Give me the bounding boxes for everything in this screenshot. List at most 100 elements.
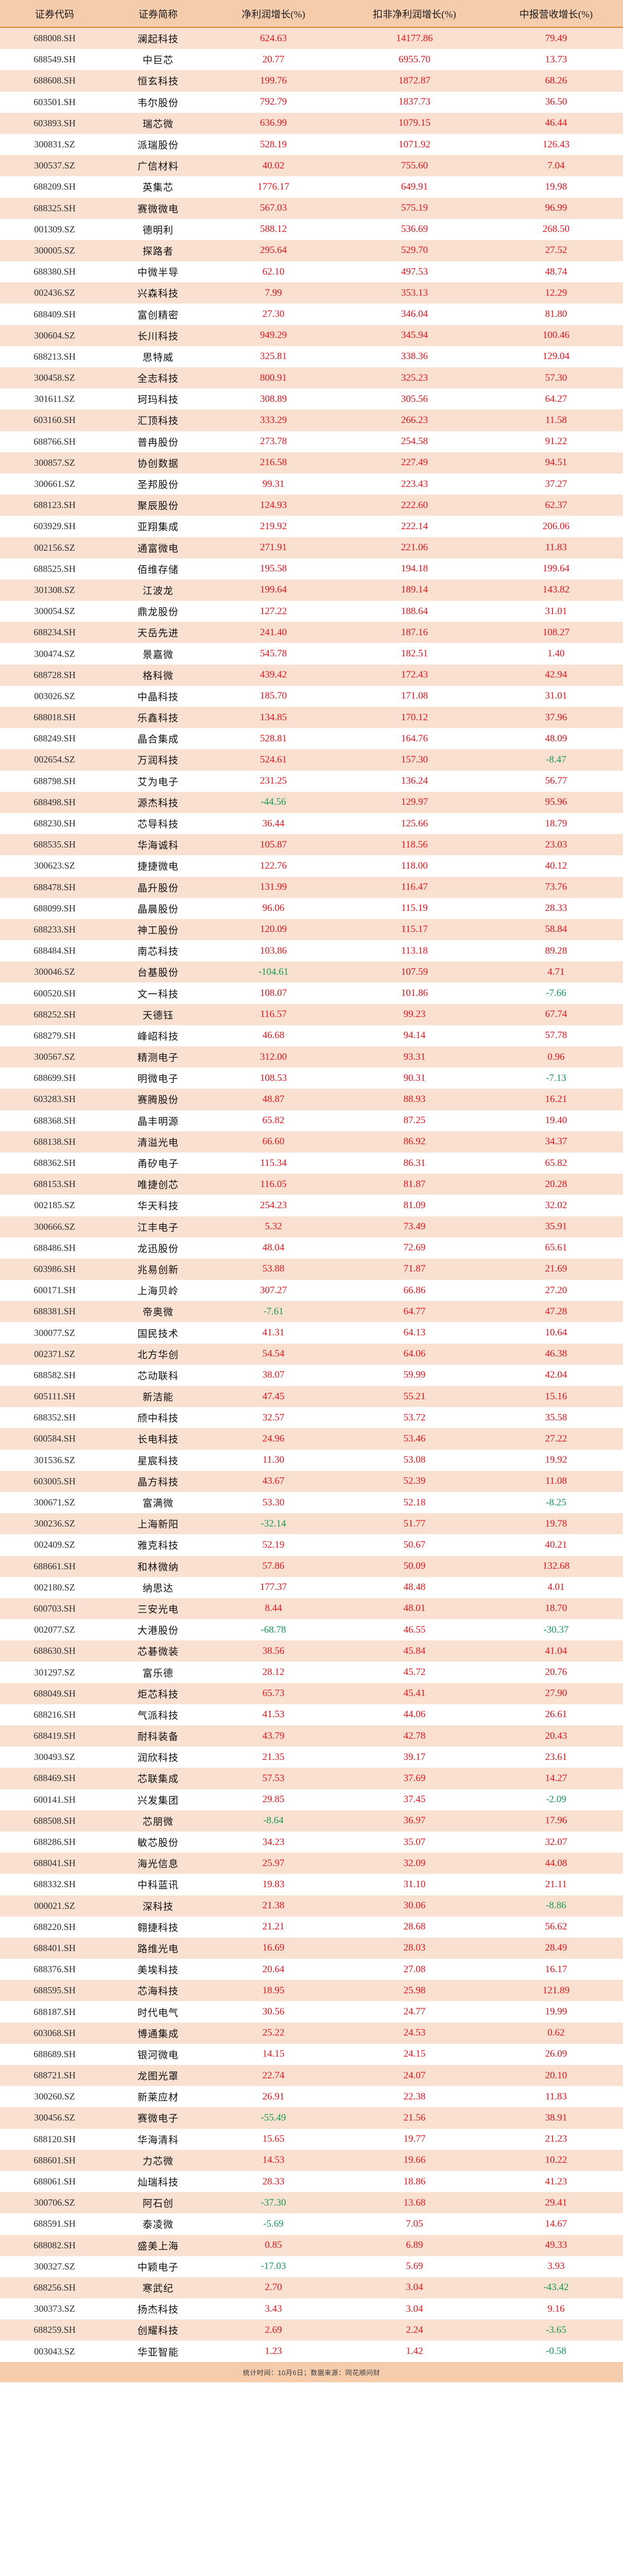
table-row: 688401.SH 路维光电 16.69 28.03 28.49	[0, 1937, 623, 1959]
cell-deducted-net-profit-growth: 1872.87	[399, 75, 430, 86]
cell-security-code: 002371.SZ	[34, 1348, 75, 1359]
cell-deducted-net-profit-growth: 101.86	[401, 988, 428, 999]
cell-net-profit-growth: -44.56	[261, 796, 286, 808]
table-row: 600584.SH 长电科技 24.96 53.46 27.22	[0, 1428, 623, 1450]
cell-deducted-net-profit-growth: 28.03	[403, 1942, 426, 1954]
table-row: 688216.SH 气派科技 41.53 44.06 26.61	[0, 1704, 623, 1725]
cell-deducted-net-profit-growth: 24.15	[403, 2048, 426, 2060]
cell-security-code: 300458.SZ	[34, 372, 75, 383]
table-row: 300666.SZ 江丰电子 5.32 73.49 35.91	[0, 1216, 623, 1238]
table-row: 300236.SZ 上海新阳 -32.14 51.77 19.78	[0, 1513, 623, 1535]
table-row: 688380.SH 中微半导 62.10 497.53 48.74	[0, 261, 623, 283]
table-row: 688419.SH 耐科装备 43.79 42.78 20.43	[0, 1725, 623, 1747]
cell-security-code: 300373.SZ	[34, 2303, 75, 2314]
cell-net-profit-growth: 185.70	[259, 690, 287, 702]
cell-security-name: 天岳先进	[137, 628, 179, 639]
cell-security-name: 北方华创	[137, 1349, 179, 1361]
cell-net-profit-growth: 0.85	[265, 2240, 282, 2251]
table-row: 603283.SH 赛腾股份 48.87 88.93 16.21	[0, 1089, 623, 1110]
cell-security-code: 300005.SZ	[34, 245, 75, 256]
cell-net-profit-growth: 28.12	[262, 1667, 285, 1678]
cell-net-profit-growth: 25.22	[262, 2027, 285, 2039]
cell-security-code: 001309.SZ	[34, 224, 75, 234]
column-header-name: 证券简称	[138, 9, 178, 20]
cell-security-name: 万润科技	[137, 755, 179, 767]
cell-revenue-growth: -30.37	[543, 1624, 569, 1635]
cell-deducted-net-profit-growth: 45.41	[403, 1688, 426, 1699]
cell-deducted-net-profit-growth: 45.72	[403, 1667, 426, 1678]
table-row: 688766.SH 普冉股份 273.78 254.58 91.22	[0, 431, 623, 452]
cell-net-profit-growth: 528.19	[259, 139, 287, 150]
cell-deducted-net-profit-growth: 37.45	[403, 1794, 426, 1805]
cell-security-name: 乐鑫科技	[137, 713, 179, 724]
cell-revenue-growth: 19.40	[545, 1115, 567, 1126]
cell-revenue-growth: 34.37	[545, 1136, 567, 1147]
cell-revenue-growth: 27.22	[545, 1433, 567, 1444]
cell-revenue-growth: 21.23	[545, 2133, 567, 2145]
cell-security-code: 688595.SH	[33, 1985, 76, 1996]
cell-revenue-growth: -8.47	[546, 754, 566, 765]
cell-security-code: 300537.SZ	[34, 160, 75, 171]
table-row: 300005.SZ 探路者 295.64 529.70 27.52	[0, 240, 623, 262]
cell-revenue-growth: 21.69	[545, 1263, 567, 1275]
cell-security-name: 通富微电	[137, 543, 179, 554]
cell-revenue-growth: 91.22	[545, 436, 567, 447]
cell-net-profit-growth: 195.58	[259, 563, 287, 574]
cell-net-profit-growth: 7.99	[265, 287, 282, 298]
cell-security-name: 源杰科技	[137, 798, 179, 809]
cell-net-profit-growth: 28.33	[262, 2176, 285, 2187]
cell-revenue-growth: 56.62	[545, 1921, 567, 1933]
cell-revenue-growth: 11.58	[545, 414, 567, 426]
cell-security-code: 600141.SH	[33, 1794, 76, 1805]
cell-revenue-growth: -2.09	[546, 1794, 566, 1805]
table-row: 688138.SH 清溢光电 66.60 86.92 34.37	[0, 1131, 623, 1153]
table-row: 301536.SZ 星宸科技 11.30 53.08 19.92	[0, 1449, 623, 1471]
cell-deducted-net-profit-growth: 170.12	[401, 711, 428, 723]
cell-deducted-net-profit-growth: 172.43	[401, 669, 428, 681]
cell-deducted-net-profit-growth: 3.04	[406, 2282, 423, 2293]
cell-deducted-net-profit-growth: 71.87	[403, 1263, 426, 1275]
cell-net-profit-growth: -68.78	[261, 1624, 286, 1635]
cell-deducted-net-profit-growth: 81.09	[403, 1199, 426, 1211]
table-row: 003043.SZ 华亚智能 1.23 1.42 -0.58	[0, 2341, 623, 2362]
cell-net-profit-growth: 241.40	[259, 626, 287, 638]
cell-revenue-growth: 40.12	[545, 860, 567, 871]
cell-revenue-growth: 126.43	[542, 139, 570, 150]
cell-security-name: 晶晨股份	[137, 904, 179, 915]
cell-security-name: 银河微电	[137, 2049, 179, 2061]
cell-deducted-net-profit-growth: 6955.70	[399, 54, 430, 65]
cell-net-profit-growth: 47.45	[262, 1391, 285, 1402]
cell-net-profit-growth: 800.91	[259, 372, 287, 383]
cell-security-name: 清溢光电	[137, 1137, 179, 1148]
table-row: 688233.SH 神工股份 120.09 115.17 58.84	[0, 919, 623, 941]
cell-revenue-growth: 26.09	[545, 2048, 567, 2060]
cell-security-code: 300666.SZ	[34, 1221, 75, 1232]
cell-deducted-net-profit-growth: 52.18	[403, 1497, 426, 1508]
cell-deducted-net-profit-growth: 55.21	[403, 1391, 426, 1402]
table-row: 688689.SH 银河微电 14.15 24.15 26.09	[0, 2043, 623, 2065]
cell-revenue-growth: 41.23	[545, 2176, 567, 2187]
cell-revenue-growth: 56.77	[545, 775, 567, 787]
cell-revenue-growth: 89.28	[545, 945, 567, 956]
cell-net-profit-growth: 116.05	[260, 1178, 287, 1190]
cell-net-profit-growth: 48.04	[262, 1242, 285, 1253]
cell-security-code: 688332.SH	[33, 1879, 76, 1890]
cell-deducted-net-profit-growth: 189.14	[401, 584, 428, 596]
cell-deducted-net-profit-growth: 115.17	[401, 924, 428, 935]
cell-security-code: 688256.SH	[33, 2282, 76, 2293]
cell-security-name: 韦尔股份	[137, 97, 179, 109]
cell-security-code: 300077.SZ	[34, 1327, 75, 1338]
cell-security-name: 上海贝岭	[137, 1286, 179, 1297]
cell-deducted-net-profit-growth: 25.98	[403, 1985, 426, 1996]
cell-net-profit-growth: 949.29	[259, 330, 287, 341]
cell-security-name: 明微电子	[137, 1074, 179, 1085]
cell-security-name: 派瑞股份	[137, 140, 179, 151]
cell-security-name: 中颖电子	[137, 2262, 179, 2273]
cell-security-name: 南芯科技	[137, 946, 179, 958]
cell-security-code: 688486.SH	[33, 1242, 76, 1253]
cell-revenue-growth: 81.80	[545, 309, 567, 320]
cell-security-name: 思特威	[142, 352, 174, 363]
cell-security-name: 长川科技	[137, 331, 179, 342]
cell-deducted-net-profit-growth: 72.69	[403, 1242, 426, 1253]
cell-security-code: 688259.SH	[33, 2325, 76, 2335]
